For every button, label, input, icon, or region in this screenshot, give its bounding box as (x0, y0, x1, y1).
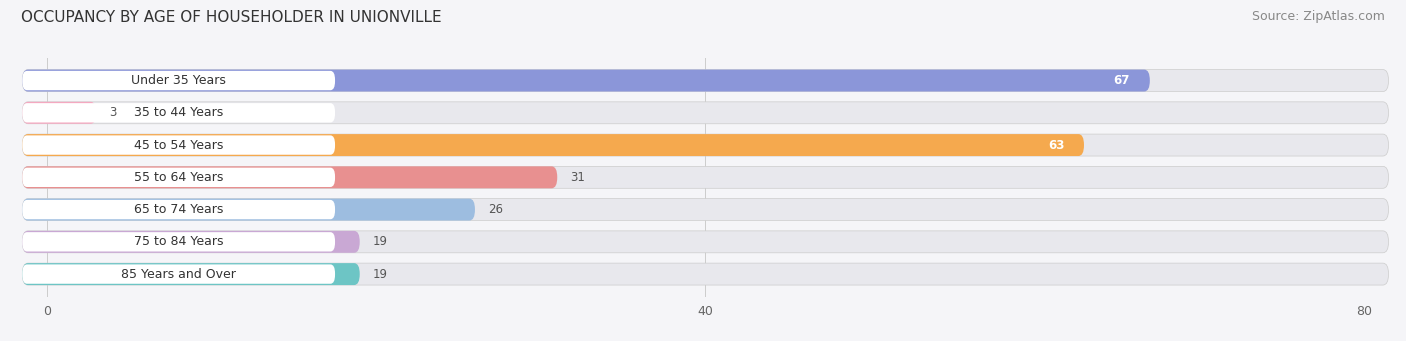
FancyBboxPatch shape (22, 102, 97, 124)
FancyBboxPatch shape (22, 71, 335, 90)
FancyBboxPatch shape (22, 263, 360, 285)
FancyBboxPatch shape (22, 232, 335, 252)
FancyBboxPatch shape (22, 102, 1389, 124)
Text: 35 to 44 Years: 35 to 44 Years (134, 106, 224, 119)
FancyBboxPatch shape (22, 231, 1389, 253)
FancyBboxPatch shape (22, 70, 1389, 91)
Text: 26: 26 (488, 203, 503, 216)
FancyBboxPatch shape (22, 70, 1150, 91)
Text: 67: 67 (1114, 74, 1130, 87)
FancyBboxPatch shape (22, 200, 335, 219)
FancyBboxPatch shape (22, 103, 335, 122)
Text: 31: 31 (571, 171, 585, 184)
FancyBboxPatch shape (22, 263, 1389, 285)
FancyBboxPatch shape (22, 134, 1389, 156)
Text: 63: 63 (1047, 138, 1064, 151)
Text: 85 Years and Over: 85 Years and Over (121, 268, 236, 281)
Text: 3: 3 (110, 106, 117, 119)
FancyBboxPatch shape (22, 135, 335, 155)
Text: 65 to 74 Years: 65 to 74 Years (134, 203, 224, 216)
FancyBboxPatch shape (22, 134, 1084, 156)
Text: Source: ZipAtlas.com: Source: ZipAtlas.com (1251, 10, 1385, 23)
Text: 75 to 84 Years: 75 to 84 Years (134, 235, 224, 248)
FancyBboxPatch shape (22, 168, 335, 187)
Text: 55 to 64 Years: 55 to 64 Years (134, 171, 224, 184)
Text: 19: 19 (373, 268, 388, 281)
FancyBboxPatch shape (22, 231, 360, 253)
FancyBboxPatch shape (22, 198, 475, 221)
Text: 19: 19 (373, 235, 388, 248)
Text: OCCUPANCY BY AGE OF HOUSEHOLDER IN UNIONVILLE: OCCUPANCY BY AGE OF HOUSEHOLDER IN UNION… (21, 10, 441, 25)
Text: 45 to 54 Years: 45 to 54 Years (134, 138, 224, 151)
FancyBboxPatch shape (22, 166, 557, 188)
FancyBboxPatch shape (22, 166, 1389, 188)
FancyBboxPatch shape (22, 198, 1389, 221)
Text: Under 35 Years: Under 35 Years (131, 74, 226, 87)
FancyBboxPatch shape (22, 264, 335, 284)
